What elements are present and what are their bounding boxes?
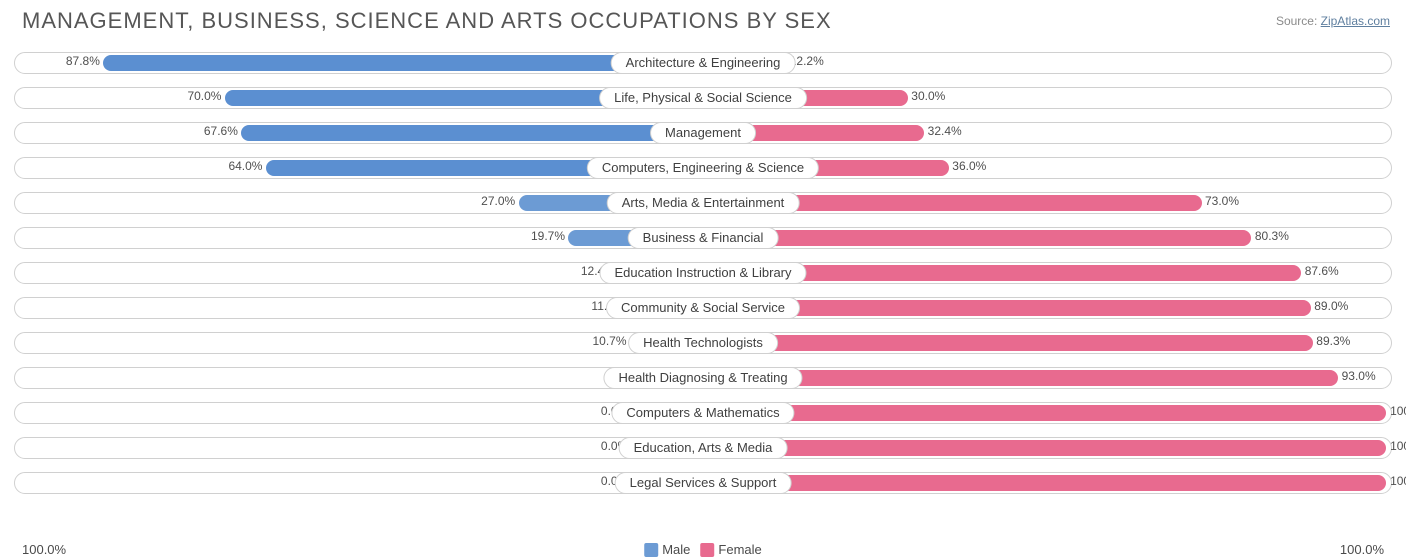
male-bar	[241, 125, 703, 141]
category-label: Health Technologists	[628, 332, 778, 354]
category-label: Legal Services & Support	[615, 472, 792, 494]
bar-row: 0.0%100.0%Computers & Mathematics	[14, 398, 1392, 428]
female-swatch-icon	[700, 543, 714, 557]
bar-row: 70.0% 30.0% Life, Physical & Social Scienc…	[14, 83, 1392, 113]
bar-row: 0.0%100.0%Education, Arts & Media	[14, 433, 1392, 463]
female-bar	[703, 405, 1386, 421]
chart-title: MANAGEMENT, BUSINESS, SCIENCE AND ARTS O…	[22, 8, 1406, 34]
male-swatch-icon	[644, 543, 658, 557]
female-value: 87.6%	[1305, 264, 1339, 278]
category-label: Education Instruction & Library	[599, 262, 806, 284]
category-label: Architecture & Engineering	[611, 52, 796, 74]
female-value: 73.0%	[1205, 194, 1239, 208]
bar-row: 19.7% 80.3% Business & Financial	[14, 223, 1392, 253]
male-value: 70.0%	[187, 89, 221, 103]
male-value: 67.6%	[204, 124, 238, 138]
category-label: Community & Social Service	[606, 297, 800, 319]
category-label: Arts, Media & Entertainment	[607, 192, 800, 214]
bar-row: 0.0%100.0%Legal Services & Support	[14, 468, 1392, 498]
male-value: 19.7%	[531, 229, 565, 243]
male-value: 87.8%	[66, 54, 100, 68]
legend: Male Female	[644, 542, 762, 557]
bar-row: 10.7% 89.3% Health Technologists	[14, 328, 1392, 358]
source-attribution: Source: ZipAtlas.com	[1276, 14, 1390, 28]
female-bar	[703, 440, 1386, 456]
female-value: 89.0%	[1314, 299, 1348, 313]
female-value: 89.3%	[1316, 334, 1350, 348]
female-value: 93.0%	[1342, 369, 1376, 383]
category-label: Management	[650, 122, 756, 144]
female-value: 32.4%	[928, 124, 962, 138]
bar-row: 67.6% 32.4% Management	[14, 118, 1392, 148]
female-value: 100.0%	[1390, 404, 1406, 418]
male-value: 64.0%	[228, 159, 262, 173]
category-label: Computers, Engineering & Science	[587, 157, 819, 179]
legend-female: Female	[700, 542, 761, 557]
category-label: Education, Arts & Media	[619, 437, 788, 459]
bar-row: 11.0%89.0%Community & Social Service	[14, 293, 1392, 323]
bar-row: 64.0% 36.0% Computers, Engineering & Scien…	[14, 153, 1392, 183]
bar-row: 12.4%87.6%Education Instruction & Librar…	[14, 258, 1392, 288]
chart-container: MANAGEMENT, BUSINESS, SCIENCE AND ARTS O…	[0, 0, 1406, 558]
female-bar	[703, 335, 1313, 351]
female-value: 100.0%	[1390, 439, 1406, 453]
diverging-bar-chart: 87.8%12.2%Architecture & Engineering 70.0…	[14, 48, 1392, 503]
female-value: 30.0%	[911, 89, 945, 103]
source-label: Source:	[1276, 14, 1317, 28]
axis-left-label: 100.0%	[22, 542, 66, 557]
bar-row: 7.0%93.0%Health Diagnosing & Treating	[14, 363, 1392, 393]
bar-row: 27.0% 73.0% Arts, Media & Entertainment	[14, 188, 1392, 218]
legend-female-label: Female	[718, 542, 761, 557]
bar-row: 87.8%12.2%Architecture & Engineering	[14, 48, 1392, 78]
male-value: 10.7%	[592, 334, 626, 348]
legend-male-label: Male	[662, 542, 690, 557]
female-value: 80.3%	[1255, 229, 1289, 243]
male-value: 27.0%	[481, 194, 515, 208]
female-value: 36.0%	[952, 159, 986, 173]
female-bar	[703, 230, 1251, 246]
legend-male: Male	[644, 542, 690, 557]
source-link[interactable]: ZipAtlas.com	[1321, 14, 1390, 28]
female-bar	[703, 475, 1386, 491]
female-value: 100.0%	[1390, 474, 1406, 488]
axis-right-label: 100.0%	[1340, 542, 1384, 557]
category-label: Life, Physical & Social Science	[599, 87, 807, 109]
category-label: Computers & Mathematics	[611, 402, 794, 424]
category-label: Health Diagnosing & Treating	[603, 367, 802, 389]
category-label: Business & Financial	[628, 227, 779, 249]
